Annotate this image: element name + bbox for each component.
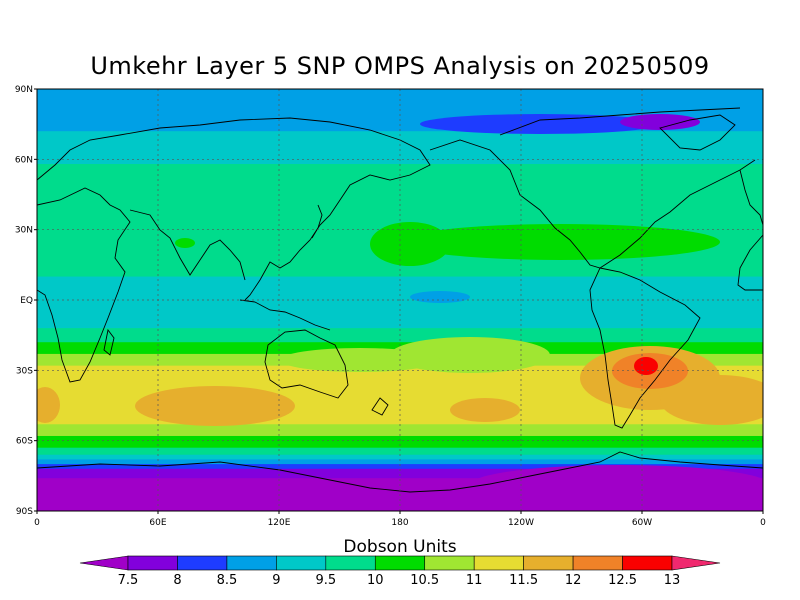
sh-orange-atlantic-w — [37, 387, 60, 423]
lat-tick-label: 30N — [15, 226, 33, 236]
lat-tick-label: 60S — [16, 437, 33, 447]
lat-tick-label: 90S — [16, 507, 33, 517]
map-title: Umkehr Layer 5 SNP OMPS Analysis on 2025… — [90, 52, 710, 80]
coast-indonesia — [239, 299, 331, 331]
coast-madagascar — [103, 328, 115, 356]
lon-tick-label: 60W — [632, 518, 652, 528]
coast-australia — [264, 329, 349, 399]
lat-tick-label: EQ — [20, 296, 33, 306]
nh-subtropic-band-high-2 — [370, 222, 450, 266]
coast-arctic-canada — [499, 107, 741, 136]
coast-africa — [37, 187, 131, 383]
latitude-ticks: 90N 60N 30N EQ 30S 60S 90S — [15, 85, 37, 517]
lon-tick-label: 180 — [391, 518, 408, 528]
lon-tick-label: 0 — [34, 518, 40, 528]
colorbar-title: Dobson Units — [343, 537, 457, 557]
coast-greenland — [659, 114, 736, 151]
ozone-anomalies — [37, 114, 763, 511]
map-grid — [37, 89, 763, 511]
coastlines — [37, 107, 763, 493]
lat-tick-label: 90N — [15, 85, 33, 95]
lon-tick-label: 0 — [760, 518, 766, 528]
ozone-band — [37, 468, 763, 479]
coast-north-america — [429, 139, 756, 269]
sh-orange-pacific — [450, 398, 520, 422]
eq-low — [410, 291, 470, 303]
ozone-band — [37, 435, 763, 449]
coast-eurasia — [37, 117, 431, 301]
nh-subtropic-band-high — [400, 224, 720, 260]
lon-tick-label: 120W — [508, 518, 534, 528]
ozone-band — [37, 454, 763, 460]
coast-europe-east — [739, 169, 763, 226]
longitude-ticks: 0 60E 120E 180 120W 60W 0 — [34, 511, 766, 528]
sh-orange-atlantic — [660, 375, 763, 425]
lon-tick-label: 120E — [268, 518, 291, 528]
coast-arabia-india — [129, 209, 246, 281]
arctic-low-2 — [620, 114, 700, 130]
sh-high-pacific-w — [280, 348, 440, 372]
antarctic-min-2 — [37, 484, 600, 511]
coast-africa-east-edge — [737, 234, 763, 291]
coast-south-america — [589, 267, 701, 429]
coast-japan — [311, 204, 323, 239]
lat-tick-label: 60N — [15, 155, 33, 165]
ozone-band — [37, 459, 763, 465]
sh-orange-indian — [135, 386, 295, 426]
sh-red-max — [634, 357, 658, 375]
lon-tick-label: 60E — [149, 518, 166, 528]
ozone-band — [37, 464, 763, 470]
lat-tick-label: 30S — [16, 366, 33, 376]
coast-new-zealand — [371, 397, 389, 416]
coast-antarctica — [37, 451, 763, 493]
arctic-low — [420, 114, 660, 134]
ozone-band — [37, 447, 763, 456]
india-high — [175, 238, 195, 248]
